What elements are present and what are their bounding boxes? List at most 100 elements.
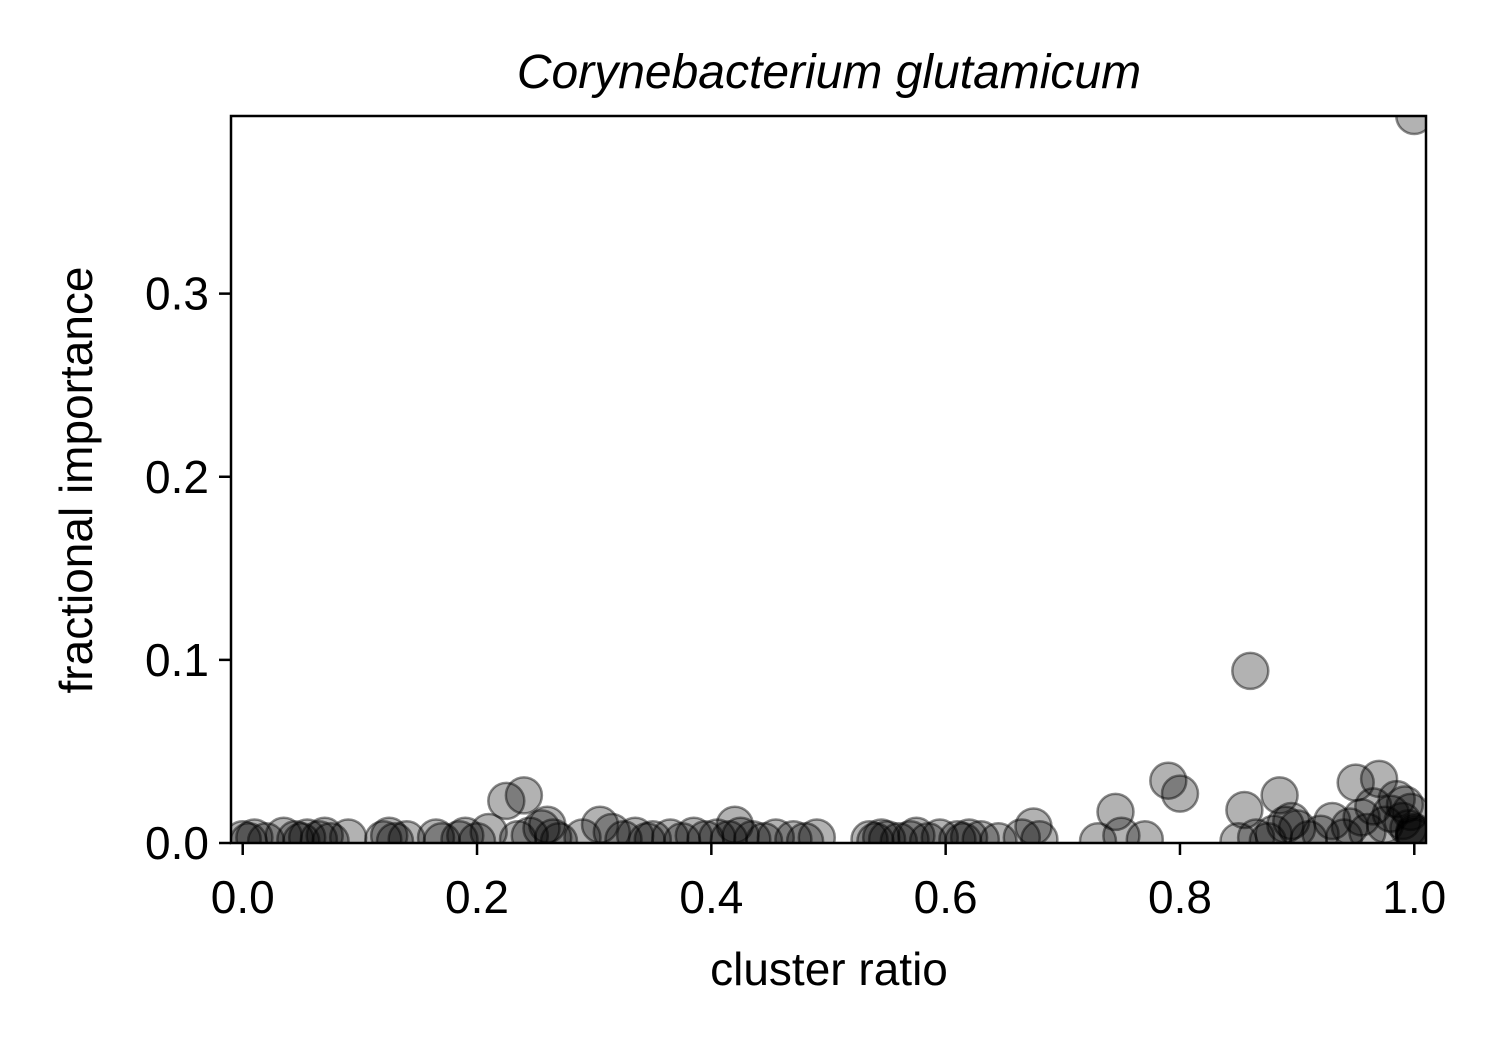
scatter-point: [756, 818, 796, 843]
scatter-point: [1277, 809, 1317, 843]
scatter-point: [1342, 798, 1381, 837]
scatter-point: [369, 816, 409, 843]
scatter-point: [510, 816, 550, 843]
scatter-point: [264, 816, 303, 843]
scatter-point: [487, 781, 526, 821]
scatter-point: [498, 820, 538, 843]
scatter-point: [235, 818, 274, 843]
y-tick-label: 0.1: [145, 634, 209, 686]
scatter-point: [1020, 820, 1059, 843]
x-axis-label: cluster ratio: [710, 943, 948, 995]
scatter-point: [1078, 821, 1118, 843]
scatter-point: [604, 820, 643, 843]
scatter-point: [231, 820, 262, 843]
scatter-point: [979, 821, 1018, 843]
x-tick-label: 0.2: [445, 871, 509, 923]
scatter-point: [1248, 821, 1288, 843]
y-tick-label: 0.2: [145, 451, 209, 503]
scatter-point: [387, 820, 426, 843]
scatter-point: [785, 821, 825, 843]
scatter-point: [879, 821, 919, 843]
scatter-point: [1377, 779, 1416, 819]
scatter-point: [1324, 818, 1364, 843]
scatter-point: [364, 820, 403, 843]
scatter-point: [311, 821, 350, 843]
scatter-point: [1313, 801, 1352, 841]
scatter-point: [1102, 816, 1141, 843]
scatter-point: [908, 821, 948, 843]
scatter-point: [1002, 818, 1042, 843]
scatter-point: [1160, 774, 1200, 813]
scatter-point: [533, 818, 573, 843]
scatter-point: [592, 812, 632, 843]
scatter-point: [416, 818, 456, 843]
scatter-point: [1395, 818, 1426, 843]
scatter-point: [1371, 794, 1411, 833]
x-tick-label: 0.4: [679, 871, 743, 923]
scatter-point: [949, 818, 989, 843]
scatter-point: [375, 821, 415, 843]
scatter-point: [897, 816, 936, 843]
scatter-point: [1348, 812, 1387, 843]
scatter-point: [861, 818, 901, 843]
scatter-point: [633, 820, 673, 843]
scatter-point: [651, 818, 690, 843]
scatter-point: [721, 816, 760, 843]
scatter-point: [733, 820, 772, 843]
scatter-point: [1395, 812, 1426, 843]
points-layer: [231, 116, 1426, 843]
scatter-point: [1395, 116, 1426, 136]
scatter-point: [938, 820, 977, 843]
y-axis-label: fractional importance: [50, 267, 102, 694]
scatter-point: [305, 816, 344, 843]
x-tick-label: 0.8: [1148, 871, 1212, 923]
scatter-point: [1330, 807, 1370, 843]
y-tick-label: 0.0: [145, 817, 209, 869]
x-tick-label: 0.0: [211, 871, 275, 923]
scatter-point: [891, 820, 930, 843]
scatter-point: [1219, 821, 1258, 843]
scatter-point: [1125, 820, 1165, 843]
scatter-point: [1391, 792, 1426, 832]
scatter-point: [850, 820, 889, 843]
scatter-point: [1231, 651, 1270, 691]
scatter-point: [1383, 801, 1422, 841]
scatter-point: [674, 816, 714, 843]
scatter-point: [1096, 792, 1135, 832]
y-tick-label: 0.3: [145, 268, 209, 320]
scatter-point: [615, 816, 655, 843]
scatter-point: [1289, 820, 1329, 843]
scatter-point: [1225, 790, 1264, 830]
scatter-point: [797, 818, 837, 843]
scatter-point: [943, 821, 983, 843]
scatter-point: [1354, 787, 1393, 826]
x-tick-label: 1.0: [1382, 871, 1446, 923]
scatter-point: [662, 821, 702, 843]
scatter-point: [1236, 818, 1276, 843]
scatter-point: [697, 818, 737, 843]
scatter-point: [276, 820, 315, 843]
scatter-point: [1149, 761, 1188, 800]
scatter-point: [469, 812, 508, 843]
scatter-point: [246, 821, 286, 843]
scatter-point: [744, 821, 784, 843]
scatter-point: [282, 821, 321, 843]
scatter-point: [1254, 814, 1293, 843]
scatter-point: [856, 821, 895, 843]
scatter-point: [1359, 759, 1399, 799]
scatter-point: [1301, 814, 1340, 843]
axes-layer: 0.0 0.2 0.4 0.6 0.8 1.0 0.0 0.1 0.2 0.3: [145, 114, 1446, 923]
scatter-point: [920, 818, 960, 843]
scatter-point: [328, 818, 368, 843]
scatter-point: [774, 820, 813, 843]
scatter-point: [1272, 801, 1311, 841]
scatter-point: [627, 821, 667, 843]
scatter-point: [522, 809, 561, 843]
scatter-point: [287, 818, 327, 843]
scatter-point: [1014, 807, 1053, 843]
scatter-point: [961, 820, 1001, 843]
scatter-point: [457, 821, 497, 843]
scatter-point: [504, 776, 544, 815]
